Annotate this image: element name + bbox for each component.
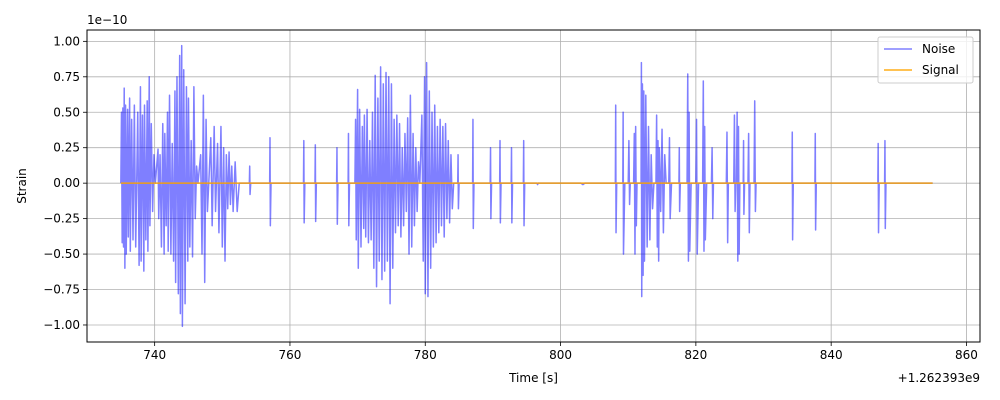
x-offset-label: +1.262393e9 — [898, 371, 980, 385]
x-axis-ticks: 740 760 780 800 820 840 860 — [143, 342, 978, 362]
y-tick-label: 1.00 — [53, 34, 80, 48]
y-tick-label: 0.25 — [53, 141, 80, 155]
x-tick-label: 800 — [549, 348, 572, 362]
x-tick-label: 760 — [279, 348, 302, 362]
plot-frame — [86, 29, 981, 343]
x-tick-label: 820 — [684, 348, 707, 362]
y-axis-ticks: −1.00 −0.75 −0.50 −0.25 0.00 0.25 0.50 0.75 1.00 — [43, 34, 87, 332]
series-lines — [120, 44, 933, 328]
y-tick-label: −0.75 — [43, 283, 80, 297]
series-line-noise — [120, 44, 933, 328]
y-axis-label: Strain — [15, 168, 29, 204]
x-tick-label: 740 — [143, 348, 166, 362]
y-scale-label: 1e−10 — [87, 13, 127, 27]
x-axis-label: Time [s] — [508, 371, 558, 385]
legend-entry-signal: Signal — [922, 63, 959, 77]
x-tick-label: 840 — [820, 348, 843, 362]
y-tick-label: −0.25 — [43, 212, 80, 226]
y-tick-label: −1.00 — [43, 318, 80, 332]
legend: Noise Signal — [877, 36, 974, 84]
y-tick-label: −0.50 — [43, 247, 80, 261]
legend-entry-noise: Noise — [922, 42, 955, 56]
x-tick-label: 860 — [955, 348, 978, 362]
x-tick-label: 780 — [414, 348, 437, 362]
y-tick-label: 0.50 — [53, 105, 80, 119]
y-tick-label: 0.00 — [53, 176, 80, 190]
y-tick-label: 0.75 — [53, 70, 80, 84]
